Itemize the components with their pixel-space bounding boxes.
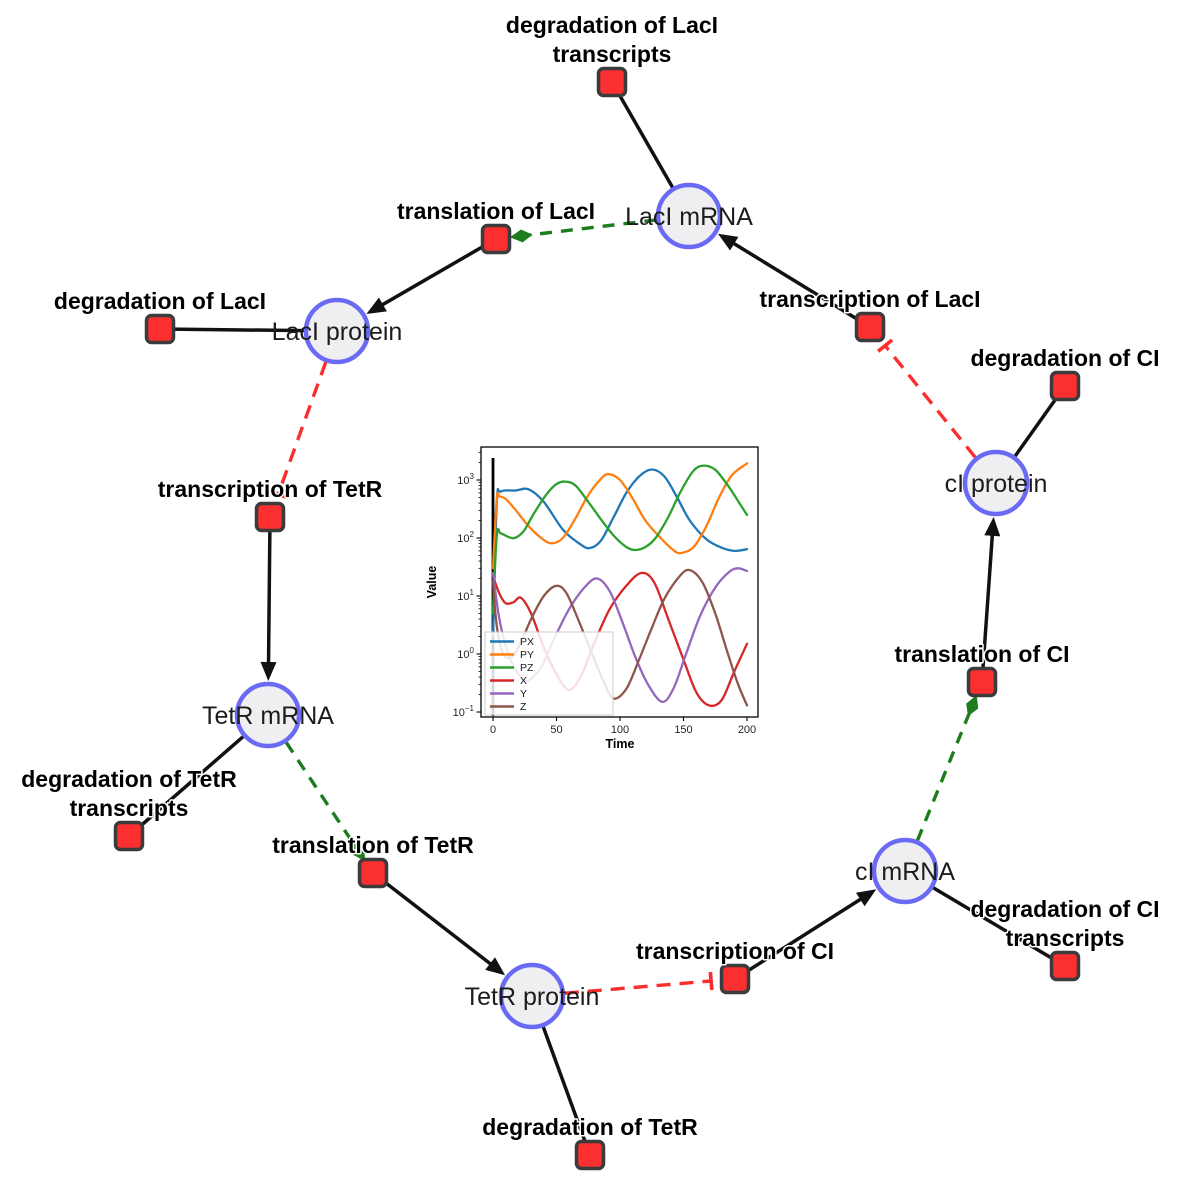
- chart-x-tick-label: 50: [550, 724, 562, 736]
- reaction-label-deg-laci: degradation of LacI: [54, 288, 266, 314]
- species-node-tetr-protein[interactable]: [498, 962, 566, 1030]
- chart-series-PX: [491, 468, 749, 638]
- chart-x-tick-label: 100: [611, 724, 629, 736]
- edge-tetr-mrna-to-translation-tetr: [284, 741, 357, 848]
- chart-x-tick-label: 150: [674, 724, 692, 736]
- edge-tetr-mrna-to-translation-tetr-arrowhead-icon: [352, 842, 366, 862]
- chart-x-axis-label: Time: [606, 737, 635, 751]
- edge-laci-mrna-to-translation-laci-arrowhead-icon: [509, 229, 533, 243]
- species-node-laci-mrna[interactable]: [655, 182, 723, 250]
- reaction-node-translation-tetr[interactable]: [357, 857, 389, 889]
- reaction-label-deg-ci-transcripts: degradation of CI: [970, 896, 1159, 922]
- reaction-label-transcription-laci: transcription of LacI: [759, 286, 980, 312]
- reaction-node-translation-ci[interactable]: [966, 666, 998, 698]
- reaction-label-translation-tetr: translation of TetR: [272, 832, 474, 858]
- legend-entry-PZ: PZ: [520, 662, 534, 674]
- chart-series-X: [491, 571, 749, 708]
- edge-laci-protein-to-transcription-tetr: [276, 361, 328, 495]
- edge-laci-mrna-to-translation-laci: [527, 218, 657, 237]
- species-label-tetr-protein: TetR protein: [465, 983, 600, 1011]
- edge-translation-ci-to-ci-protein-arrowhead-icon: [984, 516, 1001, 537]
- reaction-label-deg-ci: degradation of CI: [970, 345, 1159, 371]
- edge-tetr-protein-to-transcription-ci-tee-icon: [708, 971, 714, 991]
- reaction-node-deg-tetr-transcripts[interactable]: [113, 820, 145, 852]
- reaction-node-deg-laci-transcripts[interactable]: [596, 66, 628, 98]
- reaction-node-transcription-tetr[interactable]: [254, 501, 286, 533]
- species-label-tetr-mrna: TetR mRNA: [202, 702, 334, 730]
- species-node-ci-mrna[interactable]: [871, 837, 939, 905]
- edge-tetr-protein-to-transcription-ci: [564, 979, 712, 995]
- edge-translation-ci-to-ci-protein: [980, 530, 995, 683]
- species-label-laci-protein: LacI protein: [272, 318, 403, 346]
- edge-translation-laci-to-laci-protein-arrowhead-icon: [366, 297, 387, 314]
- reaction-label-translation-laci: translation of LacI: [397, 198, 595, 224]
- legend-entry-PY: PY: [520, 649, 534, 661]
- edge-transcription-tetr-to-tetr-mrna-arrowhead-icon: [260, 661, 277, 681]
- reaction-label-deg-tetr: degradation of TetR: [482, 1114, 698, 1140]
- edge-translation-laci-to-laci-protein: [377, 237, 497, 309]
- reaction-node-transcription-laci[interactable]: [854, 311, 886, 343]
- reaction-label-translation-ci: translation of CI: [894, 641, 1069, 667]
- chart-series-PY: [491, 462, 749, 570]
- reaction-node-deg-tetr[interactable]: [574, 1139, 606, 1171]
- nodes-layer: [113, 66, 1081, 1171]
- edge-translation-tetr-to-tetr-protein: [371, 871, 496, 969]
- reaction-label-deg-tetr-transcripts: degradation of TetR: [21, 766, 237, 792]
- reaction-label-deg-tetr-transcripts: transcripts: [70, 795, 189, 821]
- edge-transcription-ci-to-ci-mrna-arrowhead-icon: [856, 889, 877, 907]
- edge-ci-protein-to-transcription-laci-tee-icon: [876, 338, 894, 353]
- reaction-label-deg-laci-transcripts: degradation of LacI: [506, 12, 718, 38]
- species-label-laci-mrna: LacI mRNA: [625, 203, 753, 231]
- edge-transcription-laci-to-laci-mrna-arrowhead-icon: [718, 233, 739, 251]
- reaction-node-translation-laci[interactable]: [480, 223, 512, 255]
- edge-translation-tetr-to-tetr-protein-arrowhead-icon: [485, 957, 506, 976]
- edge-ci-protein-to-transcription-laci: [883, 344, 977, 459]
- species-label-ci-mrna: cI mRNA: [855, 858, 955, 886]
- chart-y-tick-label: 102: [457, 530, 474, 545]
- chart-y-axis-label: Value: [425, 566, 439, 599]
- reaction-label-deg-laci-transcripts: transcripts: [553, 41, 672, 67]
- chart-x-tick-label: 0: [490, 724, 496, 736]
- reaction-node-deg-laci[interactable]: [144, 313, 176, 345]
- chart-series-PZ: [491, 464, 749, 615]
- species-label-ci-protein: cI protein: [945, 470, 1048, 498]
- reaction-label-transcription-tetr: transcription of TetR: [158, 476, 383, 502]
- edge-transcription-tetr-to-tetr-mrna: [266, 516, 272, 668]
- legend-entry-X: X: [520, 675, 527, 687]
- reaction-node-deg-ci-transcripts[interactable]: [1049, 950, 1081, 982]
- species-node-laci-protein[interactable]: [303, 297, 371, 365]
- chart-legend-box: [484, 631, 614, 716]
- edge-ci-mrna-to-translation-ci-arrowhead-icon: [966, 695, 979, 717]
- reaction-node-deg-ci[interactable]: [1049, 370, 1081, 402]
- reaction-label-deg-ci-transcripts: transcripts: [1006, 925, 1125, 951]
- legend-entry-Y: Y: [520, 688, 527, 700]
- species-node-ci-protein[interactable]: [962, 449, 1030, 517]
- chart-y-tick-label: 101: [457, 588, 474, 603]
- edge-transcription-laci-to-laci-mrna: [729, 239, 871, 329]
- edge-laci-protein-to-transcription-tetr-tee-icon: [269, 489, 288, 500]
- chart-y-tick-label: 103: [457, 472, 474, 487]
- legend-entry-PX: PX: [520, 636, 534, 648]
- legend-entry-Z: Z: [520, 701, 527, 713]
- chart-y-tick-label: 100: [457, 646, 474, 661]
- species-node-tetr-mrna[interactable]: [234, 681, 302, 749]
- edge-transcription-ci-to-ci-mrna: [734, 895, 866, 981]
- labels-layer: LacI mRNA LacI protein TetR mRNA TetR prote…: [20, 11, 1161, 1142]
- edge-ci-mrna-to-translation-ci: [915, 710, 972, 842]
- reaction-node-transcription-ci[interactable]: [719, 963, 751, 995]
- chart-x-tick-label: 200: [738, 724, 756, 736]
- reaction-label-transcription-ci: transcription of CI: [636, 938, 834, 964]
- chart-y-tick-label: 10−1: [453, 704, 475, 719]
